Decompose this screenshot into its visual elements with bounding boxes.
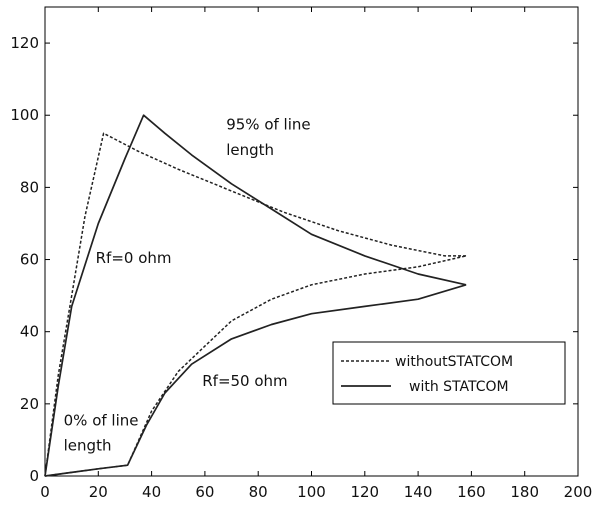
y-tick-label: 0	[29, 467, 39, 485]
legend-box	[332, 341, 566, 405]
series-without-statcom-line-2	[44, 255, 467, 477]
legend: withoutSTATCOM with STATCOM	[332, 341, 566, 405]
x-tick-label: 200	[564, 483, 593, 501]
x-tick-label: 80	[249, 483, 268, 501]
y-tick-label: 120	[10, 34, 39, 52]
x-tick-label: 120	[350, 483, 379, 501]
y-tick-label: 20	[20, 395, 39, 413]
annotation-label: 0% of line	[64, 411, 139, 429]
y-tick-label: 40	[20, 323, 39, 341]
axis-ticks: 0 20 40 60 80 100 120 140 160 180 200 0 20 40 60 80 100 1…	[10, 7, 592, 501]
legend-label-without-statcom: withoutSTATCOM	[395, 354, 513, 370]
annotations: 95% of line length Rf=0 ohm Rf=50 ohm 0% of …	[64, 116, 311, 455]
x-tick-label: 160	[457, 483, 486, 501]
annotation-label: Rf=50 ohm	[202, 372, 287, 390]
annotation-label: length	[64, 437, 112, 455]
annotation-label: length	[226, 141, 274, 159]
x-tick-label: 60	[195, 483, 214, 501]
series-without-statcom-line-1	[44, 132, 467, 477]
x-tick-label: 20	[89, 483, 108, 501]
x-tick-label: 140	[404, 483, 433, 501]
annotation-label: Rf=0 ohm	[96, 249, 172, 267]
y-tick-label: 80	[20, 178, 39, 196]
y-tick-label: 100	[10, 106, 39, 124]
series-with-statcom-line-1	[44, 114, 467, 477]
series-with-statcom-line-2	[44, 283, 467, 477]
x-tick-label: 0	[40, 483, 50, 501]
series-layer	[44, 114, 467, 477]
x-tick-label: 180	[510, 483, 539, 501]
x-tick-label: 40	[142, 483, 161, 501]
legend-label-with-statcom: with STATCOM	[409, 379, 509, 395]
annotation-label: 95% of line	[226, 116, 310, 134]
plot-area	[44, 6, 579, 477]
y-tick-label: 60	[20, 251, 39, 269]
x-tick-label: 100	[297, 483, 326, 501]
